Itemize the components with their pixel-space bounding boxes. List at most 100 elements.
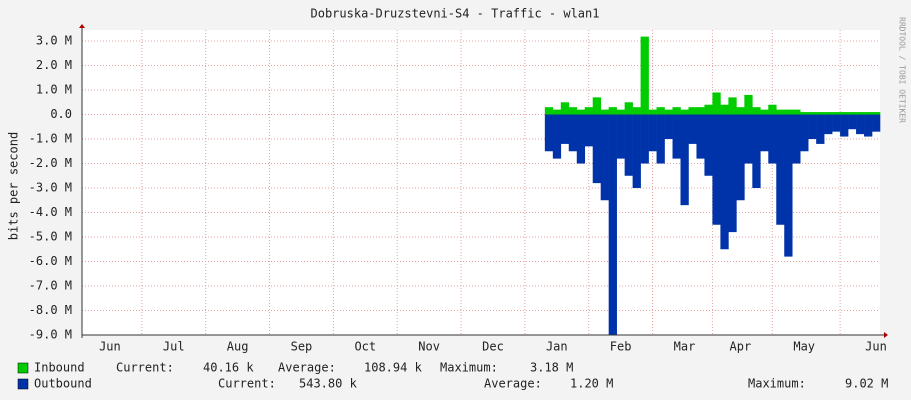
area-slice	[584, 107, 594, 115]
area-slice	[792, 109, 801, 115]
stat-label: Current:	[218, 377, 276, 391]
stat-label: Maximum:	[440, 361, 498, 375]
area-slice	[608, 107, 617, 115]
area-slice	[800, 112, 809, 115]
x-tick-label: Jul	[163, 340, 185, 354]
area-slice	[672, 114, 681, 159]
x-tick-label: May	[793, 340, 815, 354]
area-slice	[872, 112, 881, 115]
area-slice	[632, 107, 641, 115]
area-slice	[696, 107, 705, 115]
y-tick-label: 1.0 M	[36, 83, 72, 97]
area-slice	[848, 114, 857, 130]
area-slice	[712, 114, 721, 225]
area-slice	[656, 107, 665, 115]
x-tick-label: Sep	[291, 340, 313, 354]
area-slice	[688, 114, 697, 144]
stat-value: 40.16 k	[203, 361, 254, 375]
area-slice	[808, 114, 817, 140]
area-slice	[760, 114, 769, 152]
x-tick-label: Aug	[227, 340, 249, 354]
y-tick-label: -5.0 M	[29, 230, 72, 244]
y-tick-label: -1.0 M	[29, 132, 72, 146]
area-slice	[840, 114, 849, 137]
y-tick-label: 3.0 M	[36, 34, 72, 48]
area-slice	[544, 114, 554, 152]
area-slice	[600, 114, 609, 201]
y-tick-label: -6.0 M	[29, 254, 72, 268]
stat-label: Average:	[484, 377, 542, 391]
area-slice	[672, 107, 681, 115]
area-slice	[592, 114, 601, 184]
axis-arrow	[884, 332, 888, 338]
area-slice	[720, 104, 729, 115]
y-tick-label: -9.0 M	[29, 328, 72, 342]
x-tick-label: Jun	[99, 340, 121, 354]
area-slice	[736, 114, 745, 201]
area-slice	[680, 114, 689, 206]
area-slice	[552, 109, 562, 115]
area-slice	[616, 114, 625, 159]
area-slice	[840, 112, 849, 115]
y-tick-label: -2.0 M	[29, 156, 72, 170]
watermark: RRDTOOL / TOBI OETIKER	[898, 17, 907, 123]
area-slice	[704, 104, 713, 115]
area-slice	[776, 114, 785, 225]
x-tick-label: Nov	[418, 340, 440, 354]
area-slice	[792, 114, 801, 164]
area-slice	[688, 107, 697, 115]
area-slice	[744, 114, 753, 164]
area-slice	[648, 109, 657, 115]
legend-label: Outbound	[34, 377, 92, 391]
area-slice	[752, 114, 761, 189]
area-slice	[768, 104, 777, 115]
y-tick-label: -8.0 M	[29, 303, 72, 317]
area-slice	[744, 94, 753, 115]
area-slice	[584, 114, 594, 147]
stat-label: Maximum:	[748, 377, 806, 391]
area-slice	[848, 112, 857, 115]
stat-label: Current:	[116, 361, 174, 375]
legend-label: Inbound	[34, 361, 85, 375]
area-slice	[832, 114, 841, 132]
stat-value: 543.80 k	[299, 377, 358, 391]
area-slice	[712, 92, 721, 115]
plot-area	[82, 30, 880, 335]
axis-arrow	[79, 24, 85, 28]
area-slice	[816, 112, 825, 115]
area-slice	[576, 114, 586, 164]
area-slice	[728, 114, 737, 233]
area-slice	[784, 114, 793, 257]
x-tick-label: Jan	[546, 340, 568, 354]
area-slice	[592, 97, 601, 115]
area-slice	[568, 107, 578, 115]
area-slice	[616, 109, 625, 115]
stat-value: 9.02 M	[845, 377, 888, 391]
area-slice	[856, 112, 865, 115]
area-slice	[784, 109, 793, 115]
x-tick-label: Jun	[865, 340, 887, 354]
area-slice	[704, 114, 713, 176]
area-slice	[640, 114, 649, 164]
area-slice	[640, 36, 649, 115]
area-slice	[632, 114, 641, 189]
x-tick-label: Apr	[730, 340, 752, 354]
x-tick-label: Dec	[482, 340, 504, 354]
legend-swatch	[17, 362, 29, 374]
area-slice	[608, 114, 617, 336]
area-slice	[624, 114, 633, 176]
area-slice	[552, 114, 562, 159]
area-slice	[808, 112, 817, 115]
y-tick-label: -4.0 M	[29, 205, 72, 219]
stat-value: 108.94 k	[364, 361, 423, 375]
area-slice	[648, 114, 657, 152]
area-slice	[768, 114, 777, 164]
area-slice	[680, 109, 689, 115]
area-slice	[816, 114, 825, 144]
area-slice	[720, 114, 729, 250]
area-slice	[800, 114, 809, 152]
y-tick-label: -7.0 M	[29, 279, 72, 293]
area-slice	[560, 114, 570, 144]
